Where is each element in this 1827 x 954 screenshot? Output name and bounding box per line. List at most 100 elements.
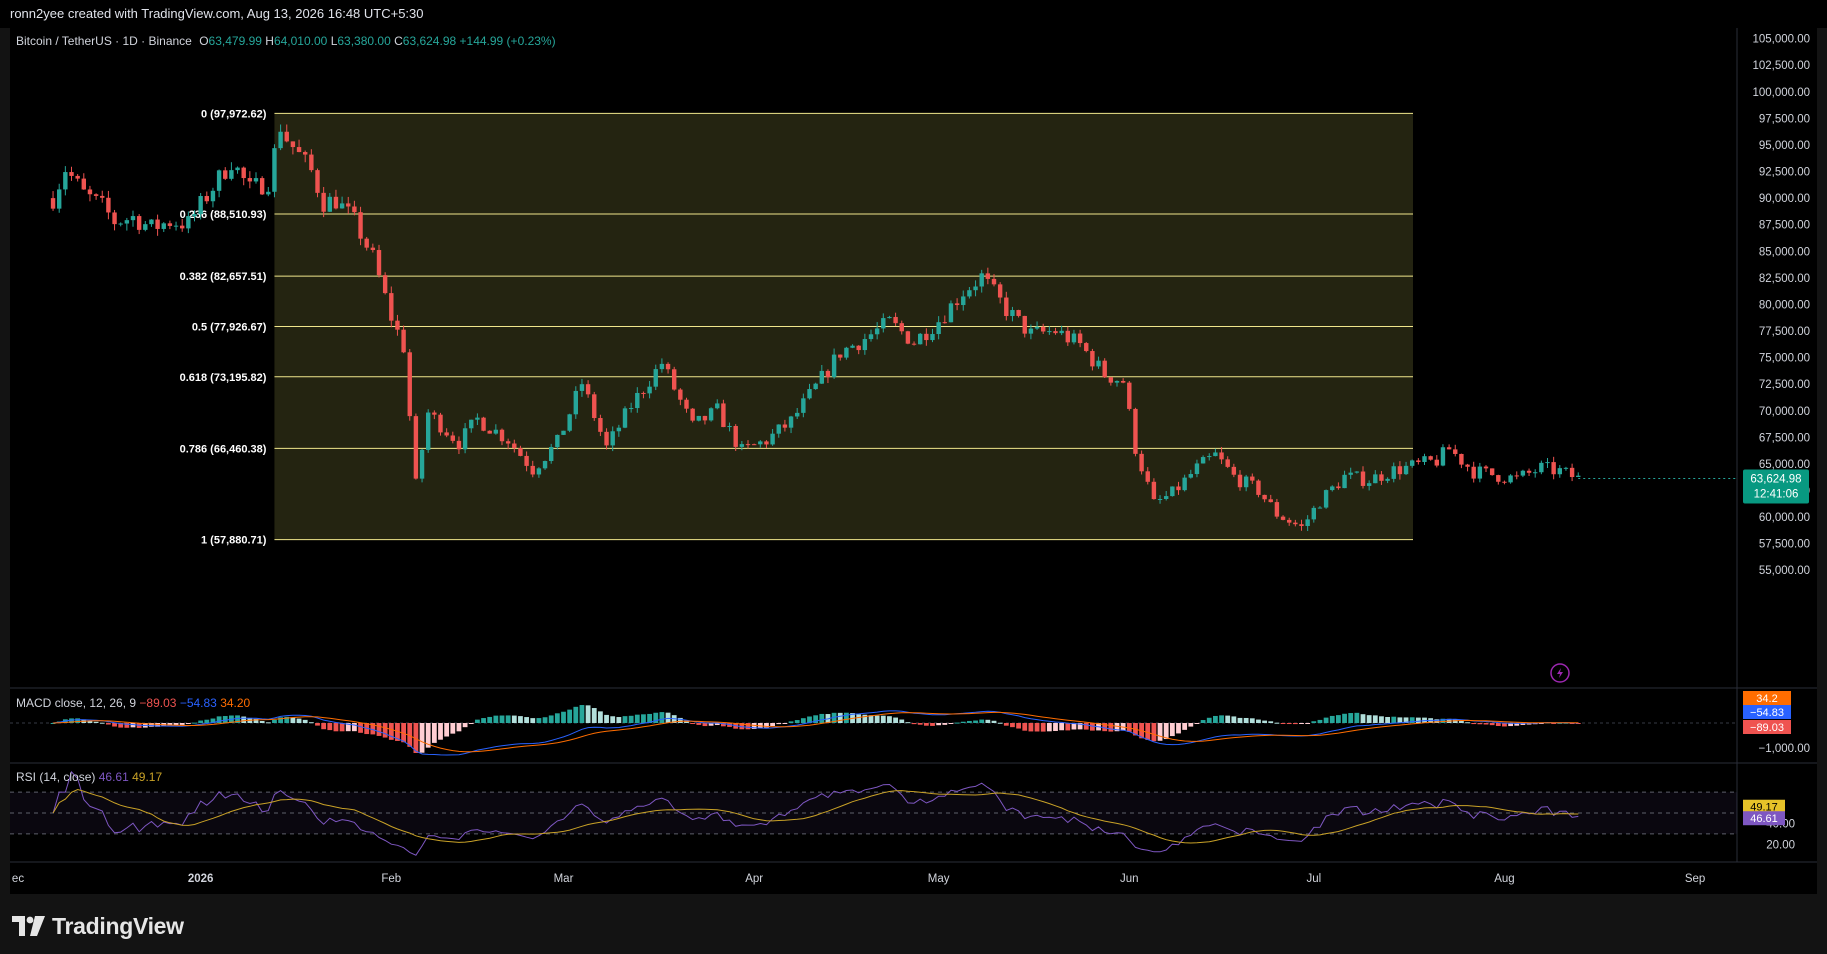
candle-body xyxy=(1434,459,1439,466)
macd-histogram-bar xyxy=(1163,723,1169,740)
macd-histogram-bar xyxy=(1053,723,1058,731)
price-tick-label: 67,500.00 xyxy=(1759,432,1810,444)
macd-histogram-bar xyxy=(1059,723,1065,731)
chart-frame[interactable]: 0 (97,972.62) 0.236 (88,510.93) 0.382 (82,… xyxy=(10,28,1817,894)
candle-body xyxy=(727,425,732,428)
candle-body xyxy=(628,408,634,410)
footer xyxy=(0,894,1827,954)
macd-legend[interactable]: MACD close, 12, 26, 9 −89.03 −54.83 34.2… xyxy=(16,696,250,710)
candle-body xyxy=(1243,476,1249,488)
macd-histogram-bar xyxy=(308,722,314,724)
macd-histogram-bar xyxy=(1083,723,1089,730)
macd-histogram-bar xyxy=(585,705,591,723)
candle-body xyxy=(272,148,277,192)
bar-countdown: 12:41:06 xyxy=(1754,489,1799,501)
macd-histogram-bar xyxy=(1563,722,1569,724)
candle-body xyxy=(1059,330,1064,334)
candle-body xyxy=(1010,310,1015,317)
macd-histogram-bar xyxy=(954,722,960,724)
macd-histogram-bar xyxy=(382,723,388,738)
open-value: 63,479.99 xyxy=(208,34,262,48)
candle-body xyxy=(604,431,609,446)
macd-histogram-bar xyxy=(352,723,357,732)
candle-body xyxy=(1280,516,1286,520)
candle-body xyxy=(1373,474,1378,484)
price-tick-label: 87,500.00 xyxy=(1759,220,1810,232)
macd-histogram-bar xyxy=(296,718,302,723)
time-tick-label: Jul xyxy=(1306,873,1321,885)
candle-body xyxy=(376,250,382,276)
macd-histogram-bar xyxy=(1440,718,1446,723)
candle-body xyxy=(1539,462,1544,473)
macd-histogram-bar xyxy=(149,723,154,727)
rsi-legend[interactable]: RSI (14, close) 46.61 49.17 xyxy=(16,770,162,784)
candle-body xyxy=(143,224,148,230)
macd-histogram-bar xyxy=(1415,717,1421,723)
close-value: 63,624.98 xyxy=(402,34,457,48)
symbol-legend[interactable]: Bitcoin / TetherUS · 1D · Binance O63,47… xyxy=(16,34,556,48)
candle-body xyxy=(1311,507,1316,520)
candle-body xyxy=(684,399,689,409)
macd-histogram-bar xyxy=(862,714,868,723)
candle-body xyxy=(930,334,935,341)
flash-icon[interactable] xyxy=(1550,663,1570,683)
candle-body xyxy=(149,219,154,225)
candle-body xyxy=(266,191,271,195)
tradingview-logo[interactable]: TradingView xyxy=(12,912,184,940)
macd-histogram-bar xyxy=(235,715,240,723)
macd-histogram-bar xyxy=(192,722,197,724)
candle-body xyxy=(333,196,339,209)
macd-histogram-bar xyxy=(641,714,646,723)
macd-histogram-bar xyxy=(112,723,117,727)
macd-histogram-bar xyxy=(1003,723,1009,726)
price-tick-label: 77,500.00 xyxy=(1759,326,1810,338)
chart-canvas[interactable]: 0 (97,972.62)0.236 (88,510.93)0.382 (82,… xyxy=(10,28,1817,894)
macd-histogram-bar xyxy=(1077,723,1083,730)
candle-body xyxy=(1157,498,1163,500)
macd-histogram-bar xyxy=(960,721,966,723)
candle-body xyxy=(758,441,763,445)
change-value: +144.99 (+0.23%) xyxy=(459,34,556,48)
candle-body xyxy=(1354,471,1360,473)
candle-body xyxy=(432,412,437,415)
candle-body xyxy=(475,417,480,420)
candle-body xyxy=(542,461,548,469)
macd-histogram-bar xyxy=(1188,723,1194,727)
price-tick-label: 90,000.00 xyxy=(1759,193,1810,205)
symbol-name[interactable]: Bitcoin / TetherUS · 1D · Binance xyxy=(16,34,192,48)
candle-body xyxy=(856,345,861,351)
macd-histogram-bar xyxy=(714,723,720,726)
candle-body xyxy=(561,430,566,435)
macd-histogram-bar xyxy=(948,723,954,724)
candle-body xyxy=(346,203,351,207)
candle-body xyxy=(567,414,572,431)
candle-body xyxy=(936,322,941,335)
close-label: C xyxy=(394,34,403,48)
candle-body xyxy=(1200,457,1206,464)
candle-body xyxy=(641,392,646,394)
candle-body xyxy=(1170,486,1175,497)
candle-body xyxy=(801,398,806,413)
candle-body xyxy=(352,206,357,213)
macd-histogram-bar xyxy=(634,714,640,723)
macd-histogram-bar xyxy=(1551,723,1557,724)
macd-histogram-bar xyxy=(475,719,480,723)
candle-body xyxy=(696,415,701,421)
candle-body xyxy=(838,354,843,358)
macd-histogram-bar xyxy=(751,723,757,729)
tradingview-logo-icon xyxy=(12,916,45,936)
candle-body xyxy=(1028,328,1034,334)
macd-histogram-bar xyxy=(413,723,419,753)
price-tick-label: 97,500.00 xyxy=(1759,113,1810,125)
macd-histogram-bar xyxy=(1311,721,1317,723)
macd-histogram-bar xyxy=(505,715,511,723)
creator-line: ronn2yee created with TradingView.com, A… xyxy=(0,0,1827,28)
macd-histogram-bar xyxy=(75,718,81,723)
macd-histogram-bar xyxy=(333,723,339,732)
candle-body xyxy=(223,170,228,179)
macd-histogram-bar xyxy=(745,723,751,730)
macd-histogram-bar xyxy=(185,723,191,724)
candle-body xyxy=(1250,476,1255,481)
candle-body xyxy=(1016,310,1021,316)
macd-histogram-bar xyxy=(259,720,265,723)
